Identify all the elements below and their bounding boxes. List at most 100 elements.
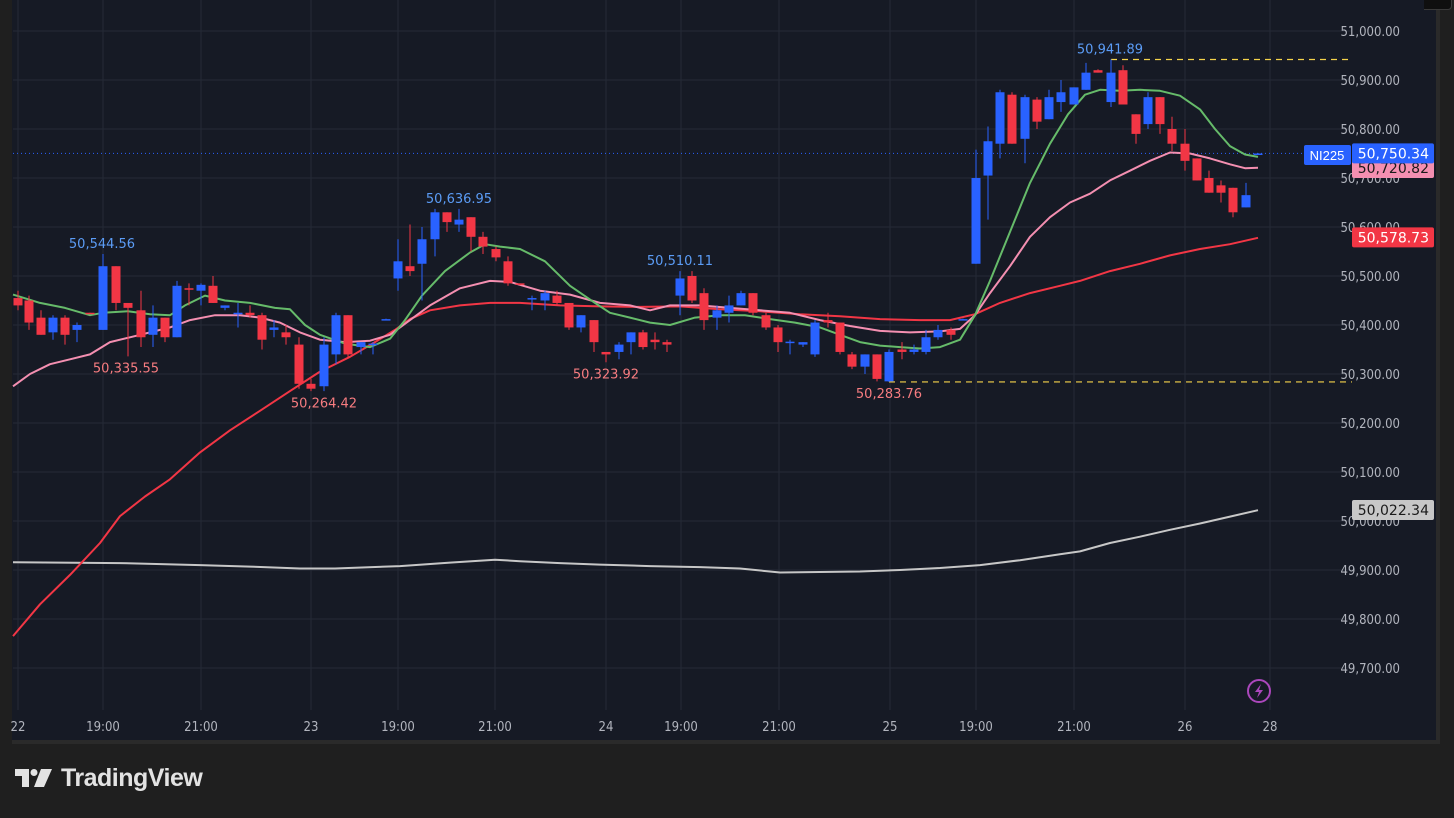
time-axis[interactable]: 22 19:00 21:00 23 19:00 21:00 24 19:00 21:00 25 19… — [11, 720, 1278, 735]
candle-body — [540, 293, 550, 301]
candle — [1106, 59, 1116, 107]
candle — [478, 231, 488, 254]
candle — [847, 351, 857, 370]
time-tick-label: 19:00 — [664, 720, 698, 735]
tradingview-logo-icon — [15, 768, 52, 787]
candle — [503, 256, 513, 286]
candle-body — [148, 317, 158, 335]
candle-body — [48, 317, 58, 333]
candle — [995, 89, 1005, 159]
candle — [576, 315, 586, 333]
candle-body — [160, 317, 170, 338]
candle — [13, 290, 23, 311]
candle — [736, 290, 746, 306]
candle — [527, 295, 537, 311]
price-chart[interactable]: 50,544.56 50,335.55 50,264.42 50,636.95 50,3… — [0, 0, 1454, 744]
time-tick-label: 23 — [304, 720, 319, 735]
candle-body — [1241, 195, 1251, 208]
lightning-icon[interactable] — [1247, 679, 1271, 703]
candle-body — [393, 261, 403, 279]
price-badge-text: 50,022.34 — [1358, 503, 1429, 519]
time-tick-label: 21:00 — [478, 720, 512, 735]
candle-body — [576, 315, 586, 328]
candle — [417, 227, 427, 301]
time-tick-label: 26 — [1178, 720, 1193, 735]
candle — [319, 337, 329, 392]
candle — [712, 305, 722, 330]
candle — [172, 280, 182, 338]
candle — [466, 217, 476, 252]
candle-body — [515, 283, 525, 285]
candle — [454, 208, 464, 232]
candle — [971, 149, 981, 264]
candle-body — [1228, 187, 1238, 213]
price-tick-label: 50,900.00 — [1340, 74, 1400, 89]
price-tick-label: 50,200.00 — [1340, 417, 1400, 432]
low-price-label: 50,283.76 — [856, 387, 922, 402]
candle — [257, 312, 267, 350]
candle-body — [1131, 114, 1141, 134]
price-axis[interactable]: 51,000.0050,900.0050,800.0050,700.0050,6… — [1340, 0, 1424, 740]
candle-body — [552, 295, 562, 303]
high-price-label: 50,941.89 — [1077, 42, 1143, 57]
candle — [650, 332, 660, 350]
candle — [540, 290, 550, 311]
candle — [983, 126, 993, 220]
candle-body — [687, 276, 697, 301]
candle — [699, 288, 709, 330]
candle-body — [123, 302, 133, 308]
candle-body — [835, 322, 845, 352]
time-tick-label: 19:00 — [86, 720, 120, 735]
candle — [1228, 187, 1238, 218]
candle-body — [306, 383, 316, 389]
candle-body — [699, 293, 709, 321]
time-tick-label: 21:00 — [762, 720, 796, 735]
price-tick-label: 49,900.00 — [1340, 564, 1400, 579]
candle — [564, 302, 574, 330]
moving-average-line — [12, 88, 1259, 350]
price-badge-text: 50,578.73 — [1358, 230, 1429, 246]
candle-body — [638, 332, 648, 348]
price-badge-ma-red: 50,578.73 — [1352, 227, 1434, 248]
candle-body — [614, 344, 624, 352]
low-price-label: 50,264.42 — [291, 396, 357, 411]
candle-body — [1056, 92, 1066, 103]
candle — [1007, 92, 1017, 144]
time-tick-label: 19:00 — [381, 720, 415, 735]
candle — [589, 320, 599, 352]
candle — [687, 271, 697, 303]
time-tick-label: 28 — [1263, 720, 1278, 735]
candle — [48, 315, 58, 340]
candle — [1180, 129, 1190, 171]
chart-pane[interactable] — [12, 0, 1452, 744]
candle-body — [208, 285, 218, 303]
tradingview-logo[interactable]: TradingView — [15, 764, 203, 793]
candle-body — [897, 349, 907, 352]
candle — [269, 320, 279, 338]
moving-average-line — [12, 151, 1259, 388]
candle — [810, 320, 820, 357]
price-tick-label: 50,100.00 — [1340, 466, 1400, 481]
candle — [860, 354, 870, 374]
candle — [442, 212, 452, 232]
candle-body — [1020, 97, 1030, 139]
candle — [184, 283, 194, 306]
candle-body — [650, 339, 660, 343]
candle-body — [601, 351, 611, 355]
candle-body — [712, 310, 722, 318]
price-badge-text: 50,720.82 — [1358, 161, 1429, 177]
candle-body — [196, 284, 206, 291]
candle-body — [773, 327, 783, 343]
candle-body — [872, 354, 882, 379]
candle-body — [319, 344, 329, 387]
candle — [638, 329, 648, 350]
candle — [552, 290, 562, 306]
candle-body — [491, 249, 501, 258]
candle — [381, 318, 391, 321]
candle-body — [281, 332, 291, 338]
candle-body — [220, 305, 230, 308]
candle — [281, 325, 291, 345]
candle — [626, 332, 636, 355]
candle-body — [589, 320, 599, 343]
